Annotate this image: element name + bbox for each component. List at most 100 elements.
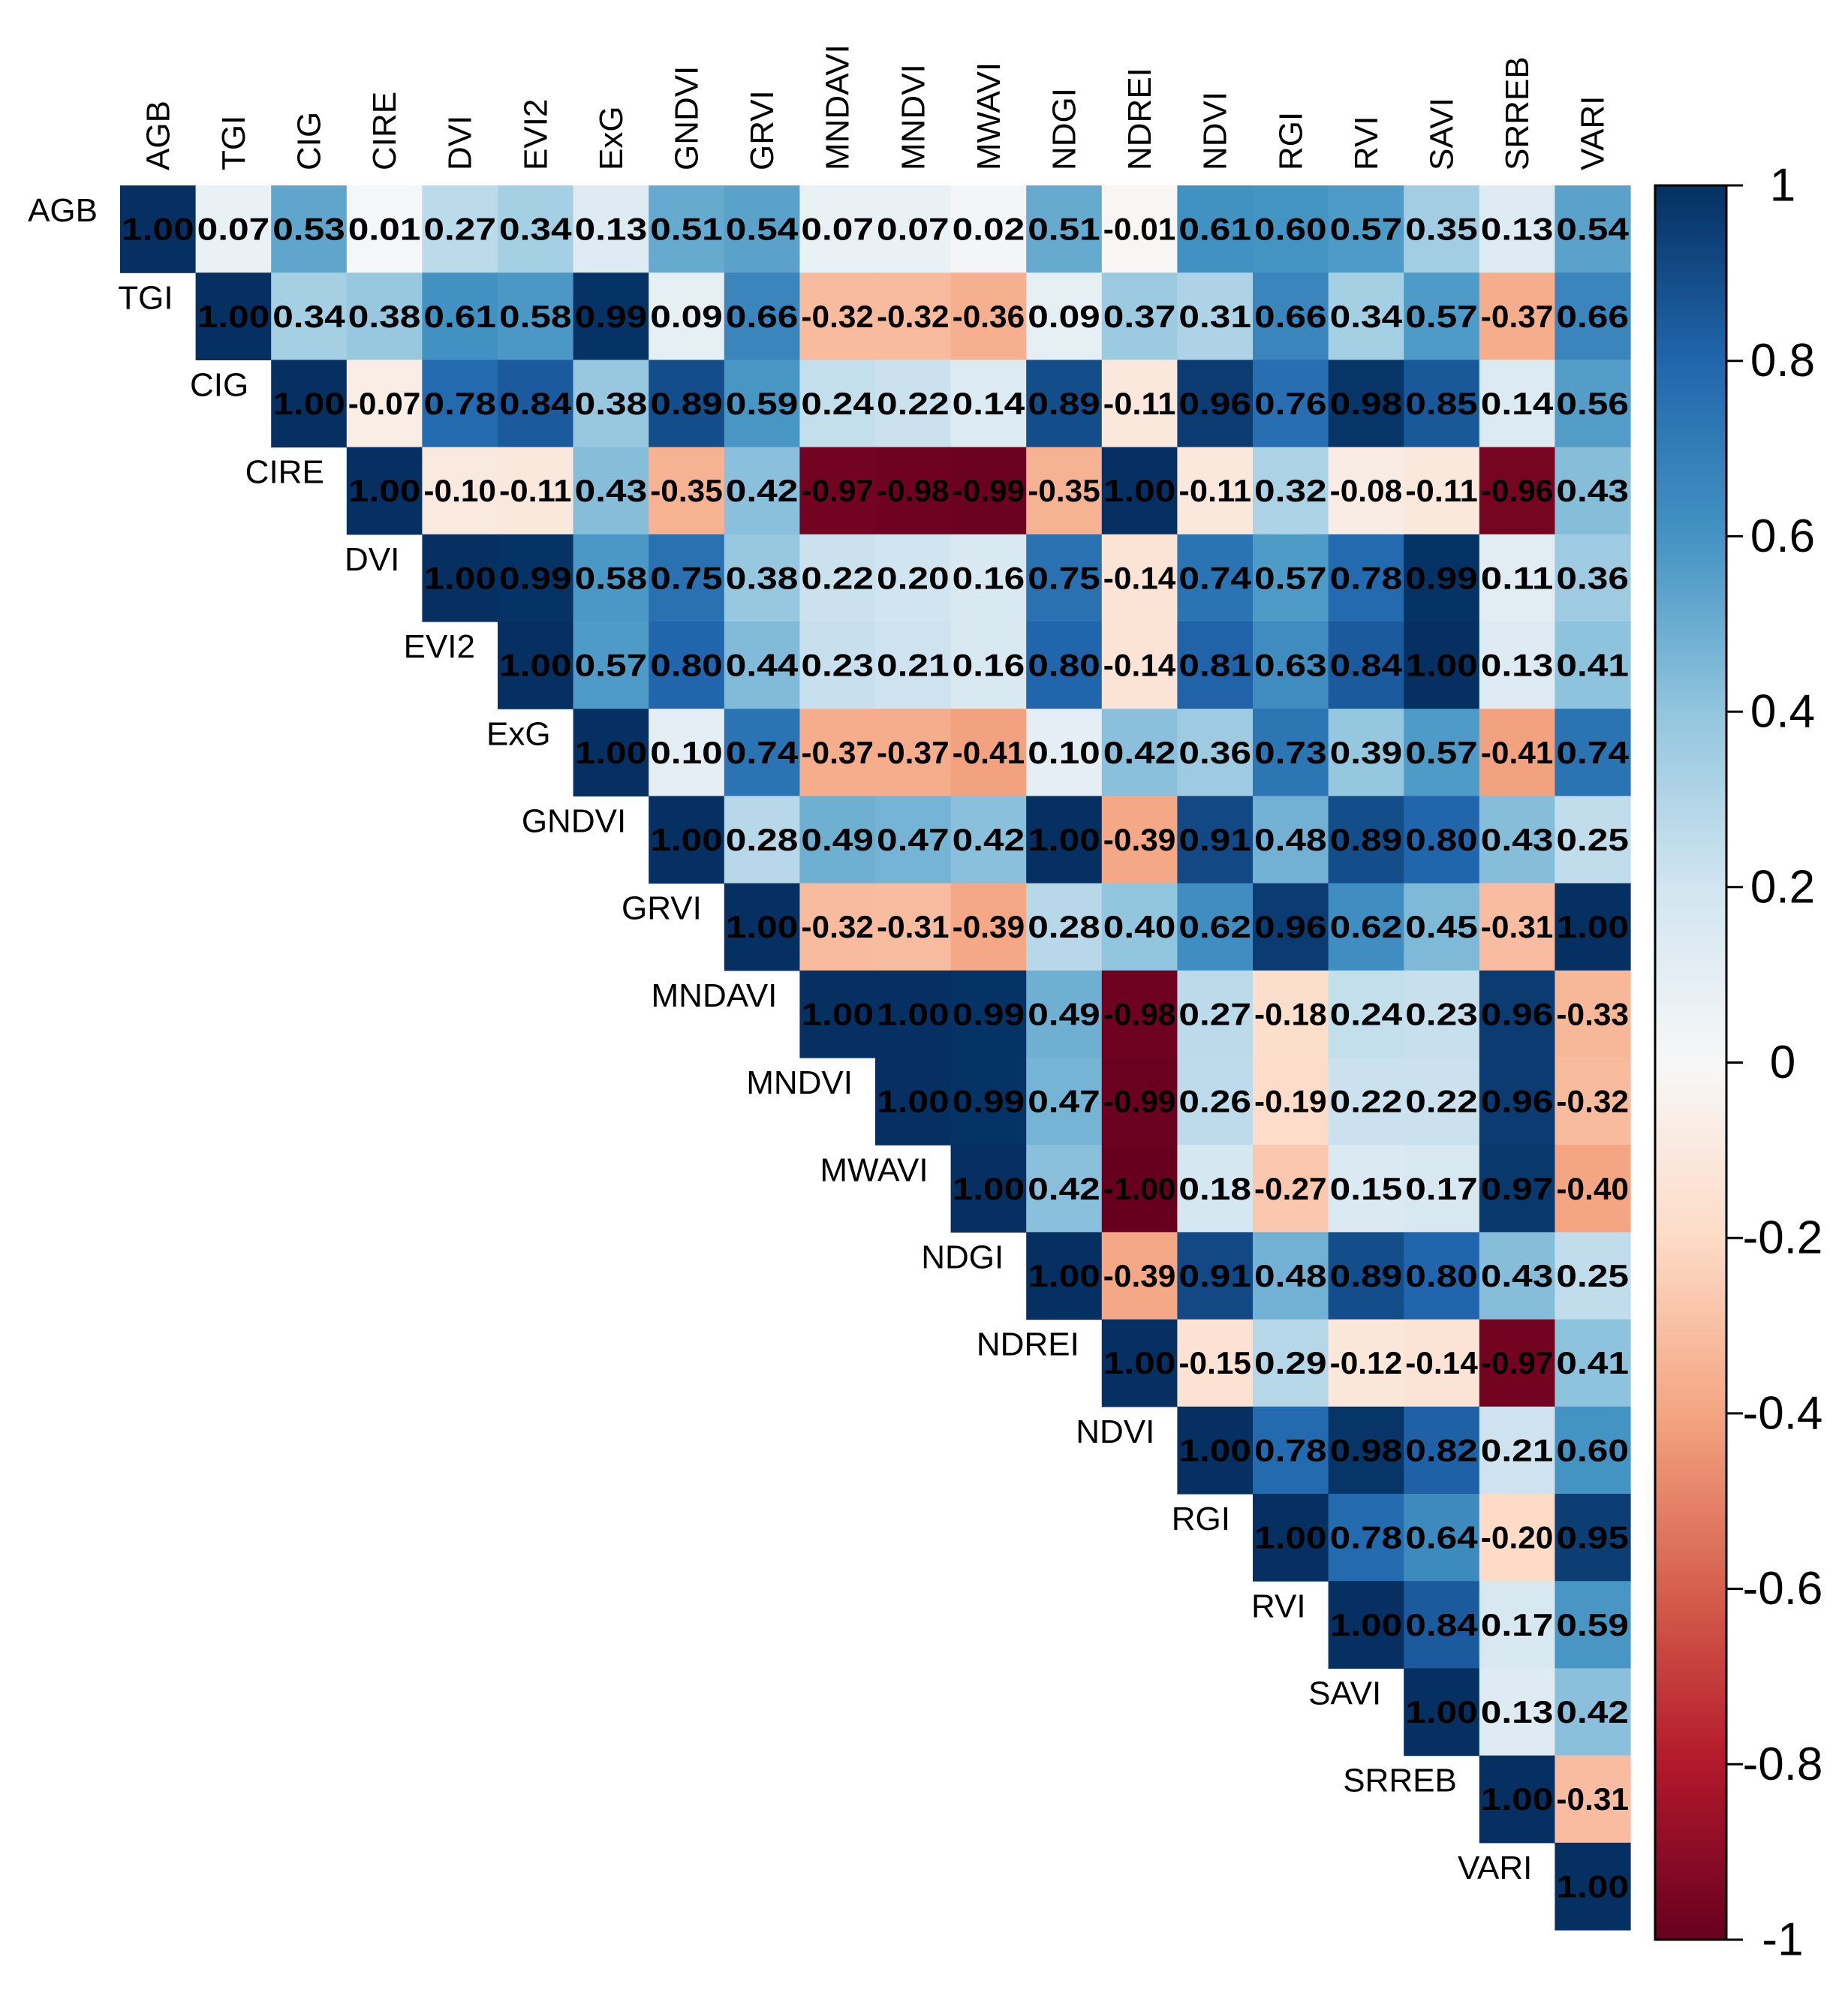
cell-SAVI-VARI	[1555, 1668, 1631, 1757]
value-NDVI-SAVI: 0.82	[1405, 1432, 1478, 1468]
value-GRVI-MWAVI: -0.39	[953, 909, 1025, 944]
cell-NDGI-RVI	[1328, 1232, 1404, 1320]
cell-AGB-GNDVI	[649, 185, 725, 273]
cell-CIRE-NDVI	[1177, 447, 1254, 535]
cell-NDGI-SRREB	[1479, 1232, 1555, 1320]
cell-TGI-EVI2	[498, 272, 574, 360]
cell-MNDAVI-MNDAVI	[799, 970, 876, 1058]
cell-NDGI-SAVI	[1404, 1232, 1480, 1320]
value-MWAVI-MWAVI: 1.00	[953, 1171, 1025, 1206]
value-CIRE-NDGI: -0.35	[1028, 473, 1100, 508]
value-AGB-GNDVI: 0.51	[650, 212, 723, 247]
value-MNDAVI-NDGI: 0.49	[1028, 996, 1100, 1031]
value-NDGI-RGI: 0.48	[1254, 1258, 1327, 1293]
col-label-SRREB: SRREB	[1499, 56, 1536, 170]
value-MWAVI-NDGI: 0.42	[1028, 1171, 1100, 1206]
row-label-SRREB: SRREB	[1343, 1763, 1457, 1799]
cell-MNDAVI-MNDVI	[875, 970, 952, 1058]
col-label-MNDVI: MNDVI	[895, 64, 932, 170]
value-AGB-MNDVI: 0.07	[877, 212, 950, 247]
value-TGI-NDREI: 0.37	[1103, 299, 1176, 334]
value-DVI-GNDVI: 0.75	[650, 560, 723, 595]
row-label-NDVI: NDVI	[1076, 1413, 1154, 1450]
value-EVI2-RGI: 0.63	[1254, 648, 1327, 683]
value-EVI2-VARI: 0.41	[1556, 648, 1629, 683]
value-AGB-CIG: 0.53	[272, 212, 345, 247]
value-AGB-NDREI: -0.01	[1103, 212, 1176, 247]
value-DVI-ExG: 0.58	[575, 560, 648, 595]
value-NDVI-VARI: 0.60	[1556, 1432, 1629, 1468]
cell-RVI-SRREB	[1479, 1581, 1555, 1669]
cell-MNDVI-NDGI	[1026, 1058, 1103, 1145]
value-NDGI-NDREI: -0.39	[1103, 1258, 1176, 1293]
value-CIG-GNDVI: 0.89	[650, 386, 723, 421]
cell-TGI-NDREI	[1101, 272, 1178, 360]
value-CIG-SRREB: 0.14	[1481, 386, 1554, 421]
cell-RVI-SAVI	[1404, 1581, 1480, 1669]
value-EVI2-RVI: 0.84	[1330, 648, 1403, 683]
value-GRVI-MNDAVI: -0.32	[801, 909, 874, 944]
value-GRVI-GRVI: 1.00	[726, 909, 799, 944]
cell-VARI-VARI	[1555, 1842, 1631, 1931]
cell-AGB-RVI	[1328, 185, 1404, 273]
cell-GRVI-MWAVI	[950, 883, 1027, 971]
col-label-ExG: ExG	[593, 106, 630, 170]
value-NDGI-NDGI: 1.00	[1028, 1258, 1100, 1293]
cell-CIG-NDREI	[1101, 360, 1178, 448]
row-label-RGI: RGI	[1172, 1501, 1230, 1537]
cell-MNDAVI-VARI	[1555, 970, 1631, 1058]
cell-ExG-RGI	[1253, 709, 1329, 796]
cell-GNDVI-GNDVI	[649, 796, 725, 884]
cell-EVI2-VARI	[1555, 622, 1631, 709]
col-label-EVI2: EVI2	[517, 99, 554, 170]
cell-ExG-VARI	[1555, 709, 1631, 796]
cell-ExG-MWAVI	[950, 709, 1027, 796]
value-NDREI-RGI: 0.29	[1254, 1345, 1327, 1380]
value-DVI-MNDAVI: 0.22	[801, 560, 874, 595]
value-DVI-NDVI: 0.74	[1178, 560, 1251, 595]
value-GNDVI-GNDVI: 1.00	[650, 822, 723, 857]
cell-ExG-RVI	[1328, 709, 1404, 796]
value-TGI-CIG: 0.34	[272, 299, 345, 334]
cell-MNDVI-NDVI	[1177, 1058, 1254, 1145]
cell-NDVI-RGI	[1253, 1406, 1329, 1495]
cell-MWAVI-SRREB	[1479, 1145, 1555, 1233]
row-label-CIRE: CIRE	[245, 454, 324, 491]
cell-TGI-MNDAVI	[799, 272, 876, 360]
value-AGB-GRVI: 0.54	[726, 212, 799, 247]
value-TGI-NDGI: 0.09	[1028, 299, 1100, 334]
value-CIG-SAVI: 0.85	[1405, 386, 1478, 421]
value-NDVI-RGI: 0.78	[1254, 1432, 1327, 1468]
cell-NDVI-RVI	[1328, 1406, 1404, 1495]
value-GRVI-SAVI: 0.45	[1405, 909, 1478, 944]
colorbar-tick-label: 0.6	[1750, 510, 1815, 562]
cell-DVI-GRVI	[724, 534, 800, 622]
value-GNDVI-NDGI: 1.00	[1028, 822, 1100, 857]
cell-AGB-ExG	[573, 185, 649, 273]
cell-CIRE-ExG	[573, 447, 649, 535]
cell-GNDVI-NDGI	[1026, 796, 1103, 884]
colorbar-tick-label: 0.4	[1750, 686, 1815, 738]
cell-NDGI-RGI	[1253, 1232, 1329, 1320]
value-MWAVI-SRREB: 0.97	[1481, 1171, 1554, 1206]
cell-CIG-SRREB	[1479, 360, 1555, 448]
cell-CIRE-SAVI	[1404, 447, 1480, 535]
value-TGI-SRREB: -0.37	[1481, 299, 1554, 334]
cell-EVI2-RVI	[1328, 622, 1404, 709]
value-CIG-ExG: 0.38	[575, 386, 648, 421]
cell-MNDVI-MNDVI	[875, 1058, 952, 1145]
cell-RGI-RGI	[1253, 1494, 1329, 1582]
value-ExG-GRVI: 0.74	[726, 735, 799, 770]
cell-DVI-MNDAVI	[799, 534, 876, 622]
value-NDREI-NDVI: -0.15	[1178, 1345, 1251, 1380]
value-MNDVI-RGI: -0.19	[1254, 1084, 1327, 1119]
cell-AGB-NDREI	[1101, 185, 1178, 273]
cell-CIG-CIRE	[346, 360, 423, 448]
col-label-RGI: RGI	[1272, 112, 1309, 170]
cell-GRVI-RGI	[1253, 883, 1329, 971]
cell-GRVI-GRVI	[724, 883, 800, 971]
value-TGI-EVI2: 0.58	[499, 299, 572, 334]
cell-MWAVI-RGI	[1253, 1145, 1329, 1233]
cell-EVI2-GRVI	[724, 622, 800, 709]
value-MWAVI-VARI: -0.40	[1556, 1171, 1629, 1206]
